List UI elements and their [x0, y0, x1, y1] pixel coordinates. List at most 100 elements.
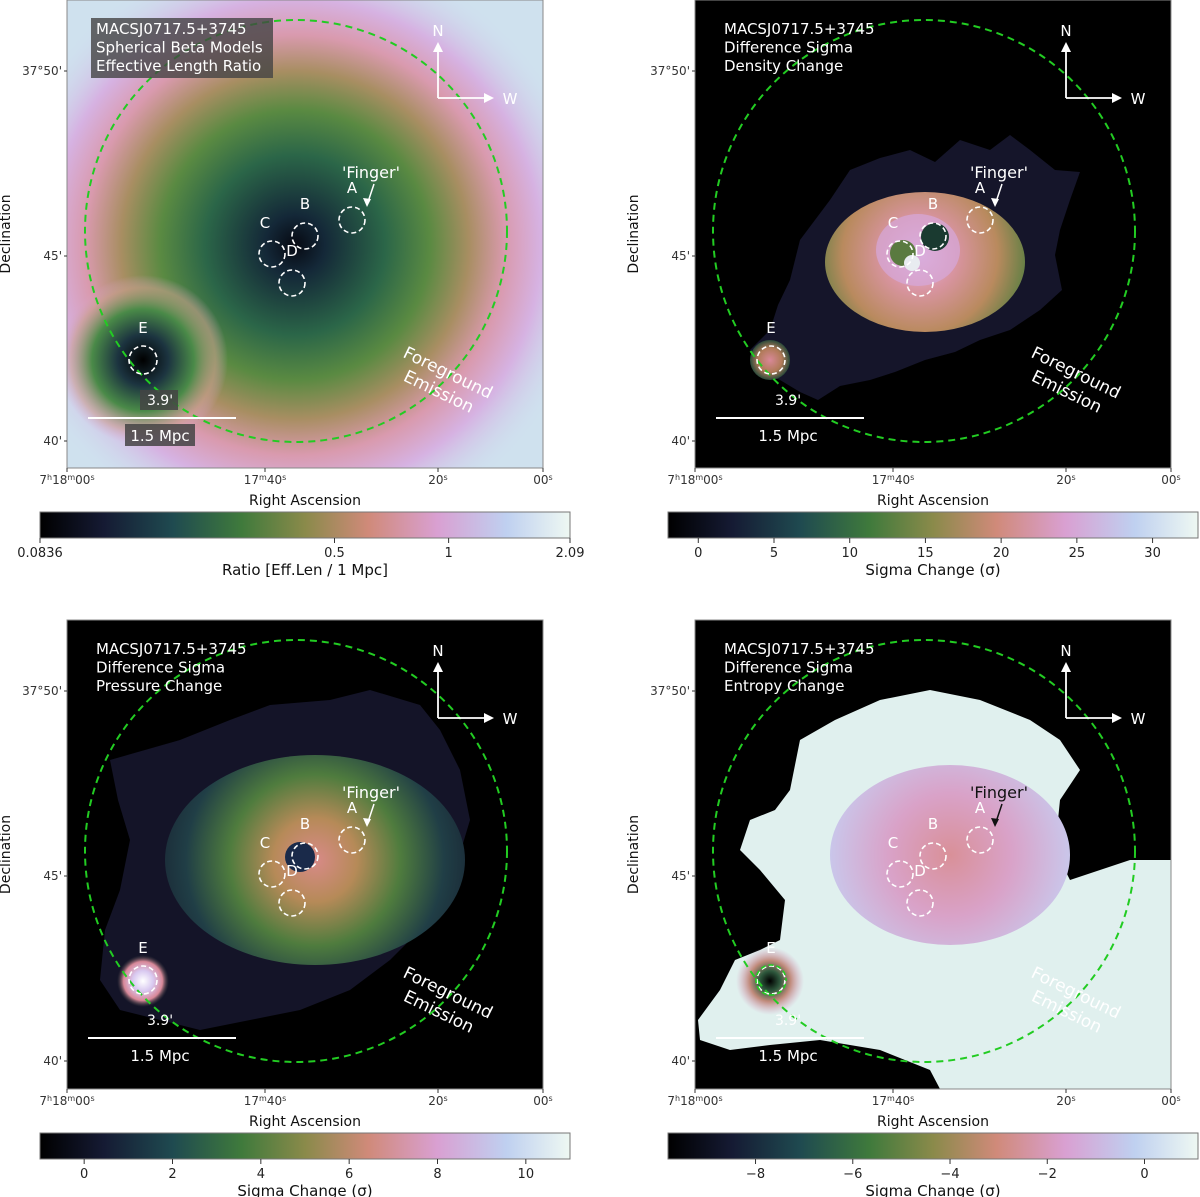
compass-north-label: N: [1060, 642, 1071, 660]
colorbar-label: Sigma Change (σ): [865, 1182, 1000, 1197]
ra-tick-label: 7h18m00s: [667, 473, 722, 488]
compass-west-label: W: [503, 90, 518, 108]
ra-tick-label: 20s: [1056, 473, 1075, 488]
ra-tick-label: 20s: [428, 473, 447, 488]
title-line-1: MACSJ0717.5+3745: [96, 20, 247, 38]
ra-tick-label: 17m40s: [244, 473, 287, 488]
scale-angular-label: 3.9': [147, 393, 173, 409]
region-label-a: A: [975, 179, 986, 197]
region-circle-b: [291, 842, 319, 870]
colorbar-tick-label: 2.09: [556, 546, 585, 561]
compass-west-label: W: [1131, 90, 1146, 108]
dec-tick-label: 40': [671, 434, 690, 448]
region-circle-d: [278, 269, 306, 297]
region-label-d: D: [914, 242, 926, 260]
ra-tick-label: 00s: [1161, 473, 1180, 488]
scale-physical-label: 1.5 Mpc: [130, 1047, 189, 1065]
finger-label: 'Finger': [970, 163, 1028, 182]
ra-tick-label: 17m40s: [872, 473, 915, 488]
finger-arrow-head: [991, 198, 999, 207]
region-label-a: A: [975, 799, 986, 817]
ra-tick-label: 20s: [428, 1094, 447, 1109]
dec-tick-label: 37°50': [22, 684, 62, 698]
x-axis-label: Right Ascension: [249, 1114, 361, 1130]
region-circle-b: [291, 222, 319, 250]
y-axis-label: Declination: [626, 815, 642, 894]
colorbar-tick-label: 10: [518, 1167, 535, 1182]
title-line-1: MACSJ0717.5+3745: [724, 20, 875, 38]
panel-frame: [694, 0, 1172, 469]
compass-west-arrowhead: [484, 93, 494, 103]
dec-tick-label: 40': [671, 1054, 690, 1068]
finger-arrow-head: [363, 818, 371, 827]
colorbar-gradient: [667, 511, 1199, 539]
title-line-3: Effective Length Ratio: [96, 57, 261, 75]
colorbar-gradient: [667, 1132, 1199, 1160]
region-label-e: E: [766, 319, 775, 337]
y-axis-label: Declination: [0, 194, 14, 273]
region-circle-e: [128, 345, 158, 375]
scale-angular-box: [140, 390, 178, 410]
panel-br: ABCDE'Finger'NWForegroundEmission3.9'1.5…: [626, 619, 1181, 1130]
colorbar-tick-label: 10: [841, 546, 858, 561]
dec-tick-label: 37°50': [650, 684, 690, 698]
region-label-e: E: [138, 939, 147, 957]
title-line-3: Entropy Change: [724, 677, 844, 695]
region-label-c: C: [888, 214, 898, 232]
scale-physical-label: 1.5 Mpc: [758, 1047, 817, 1065]
colorbar-tick-label: 0: [1140, 1167, 1148, 1182]
dec-tick-label: 40': [43, 1054, 62, 1068]
title-line-1: MACSJ0717.5+3745: [96, 640, 247, 658]
compass-west-label: W: [1131, 710, 1146, 728]
compass-north-arrowhead: [433, 662, 443, 672]
colorbar-tick-label: 0: [80, 1167, 88, 1182]
compass-north-label: N: [432, 642, 443, 660]
region-circle-a: [338, 826, 366, 854]
region-circle-d: [906, 889, 934, 917]
panel-br-map: [695, 620, 1171, 1089]
colorbar-tick-label: 15: [917, 546, 934, 561]
colorbar-tick-label: 30: [1144, 546, 1161, 561]
dec-tick-label: 45': [671, 869, 690, 883]
panel-frame: [66, 0, 544, 469]
compass-north-arrowhead: [1061, 662, 1071, 672]
region-circle-c: [886, 860, 914, 888]
ra-tick-label: 7h18m00s: [39, 473, 94, 488]
y-axis-label: Declination: [0, 815, 14, 894]
colorbar-tick-label: −4: [940, 1167, 959, 1182]
compass-west-arrowhead: [484, 713, 494, 723]
region-circle-c: [258, 860, 286, 888]
compass-north-label: N: [1060, 22, 1071, 40]
compass-north-label: N: [432, 22, 443, 40]
y-axis-label: Declination: [626, 194, 642, 273]
panel-tl: ABCDE'Finger'NWForegroundEmission3.9'1.5…: [0, 0, 553, 509]
ra-tick-label: 00s: [533, 1094, 552, 1109]
region-label-d: D: [286, 862, 298, 880]
colorbar-tr: 0 5 10 15 20 25 30 Sigma Change (σ): [667, 511, 1199, 579]
region-label-b: B: [928, 815, 938, 833]
colorbar-tick-label: 5: [770, 546, 778, 561]
region-circle-d: [278, 889, 306, 917]
ra-tick-label: 7h18m00s: [667, 1094, 722, 1109]
colorbar-tick-label: 20: [993, 546, 1010, 561]
dec-tick-label: 45': [43, 249, 62, 263]
panel-frame: [66, 619, 544, 1090]
panel-bl-map: [67, 620, 543, 1089]
scale-physical-label: 1.5 Mpc: [130, 427, 189, 445]
ra-tick-label: 17m40s: [244, 1094, 287, 1109]
title-line-2: Difference Sigma: [724, 659, 853, 677]
ra-tick-label: 17m40s: [872, 1094, 915, 1109]
x-axis-label: Right Ascension: [877, 493, 989, 509]
colorbar-tick-label: 4: [257, 1167, 265, 1182]
aperture-circle: [712, 19, 1136, 443]
title-line-2: Spherical Beta Models: [96, 39, 263, 57]
compass-north-arrowhead: [433, 42, 443, 52]
finger-label: 'Finger': [342, 163, 400, 182]
ra-tick-label: 00s: [533, 473, 552, 488]
aperture-circle: [712, 639, 1136, 1063]
region-circle-e: [756, 965, 786, 995]
colorbar-tick-label: 25: [1069, 546, 1086, 561]
region-circle-e: [756, 345, 786, 375]
colorbar-tick-label: 6: [345, 1167, 353, 1182]
region-circle-a: [338, 206, 366, 234]
